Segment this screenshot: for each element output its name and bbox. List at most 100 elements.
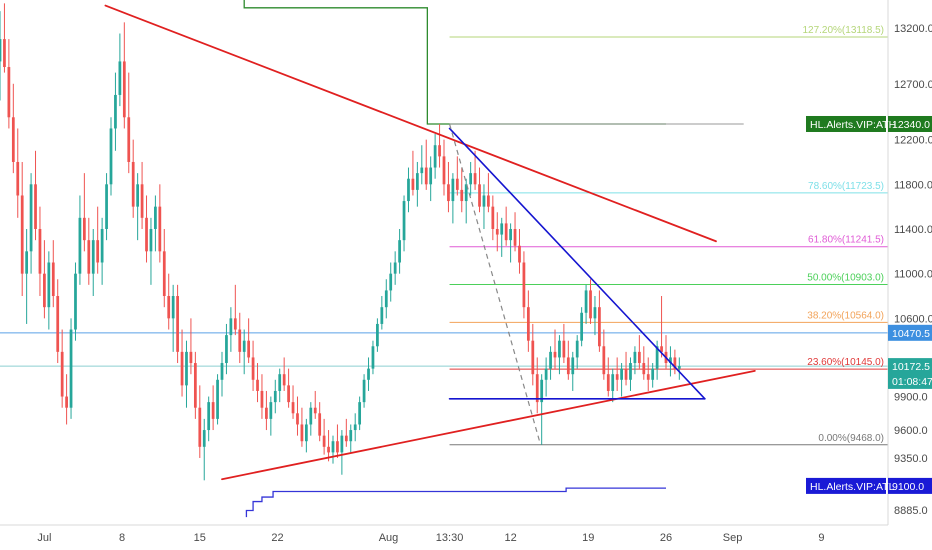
candle — [247, 318, 251, 364]
candle-body — [611, 374, 615, 391]
candle-body — [433, 145, 437, 168]
candle — [269, 396, 273, 436]
candle — [158, 184, 162, 263]
candle-body — [615, 374, 619, 380]
candle — [238, 312, 242, 364]
candle-body — [189, 351, 193, 364]
price-tick-label: 10600.0 — [894, 313, 932, 325]
dashed-projection-line — [448, 123, 542, 445]
price-tick-label: 12200.0 — [894, 135, 932, 147]
price-tag-box — [888, 324, 932, 341]
price-tag-box — [888, 115, 932, 132]
time-tick-label: 15 — [194, 532, 206, 544]
candle-body — [273, 390, 277, 403]
candle-body — [398, 240, 401, 263]
candle-body — [349, 430, 353, 442]
candle — [100, 217, 104, 285]
candle — [455, 156, 459, 196]
candle — [114, 72, 117, 151]
candle-body — [3, 39, 6, 68]
candle-body — [407, 178, 410, 202]
candle — [282, 357, 286, 391]
price-tick-label: 9600.0 — [894, 425, 928, 437]
candle-body — [455, 178, 459, 190]
price-tag-label: HL.Alerts.VIP:ATL — [810, 481, 895, 493]
candle-body — [247, 340, 251, 358]
candle — [300, 407, 304, 447]
price-tag: 9100.0HL.Alerts.VIP:ATL — [806, 477, 932, 494]
candle-body — [91, 240, 95, 274]
candle — [154, 195, 157, 252]
candle — [460, 167, 464, 213]
candle — [637, 335, 641, 369]
candle — [433, 134, 437, 179]
candle-body — [451, 178, 455, 202]
candle-body — [495, 228, 499, 235]
candle-body — [202, 430, 206, 447]
candle-body — [198, 407, 202, 447]
candle-body — [438, 145, 441, 157]
candle — [109, 117, 113, 196]
candle-body — [11, 117, 15, 162]
candle-body — [105, 184, 108, 229]
candle-body — [29, 184, 33, 252]
candle-body — [34, 184, 37, 229]
candle — [677, 357, 681, 380]
candle — [0, 11, 2, 101]
candle — [278, 368, 282, 403]
candle — [251, 340, 255, 391]
candle-body — [167, 296, 171, 319]
candle — [162, 228, 166, 308]
candle — [34, 150, 37, 241]
candle-body — [251, 357, 255, 380]
candle-body — [207, 402, 211, 431]
candle — [336, 424, 339, 458]
candle-body — [282, 374, 286, 386]
price-tags: 12340.0HL.Alerts.VIP:ATH 10470.5 10172.5 01… — [806, 115, 932, 494]
candle-body — [598, 307, 601, 347]
candle — [296, 396, 299, 436]
candle — [349, 424, 353, 453]
candle-body — [544, 368, 548, 380]
candle-body — [136, 184, 140, 207]
candle — [367, 357, 370, 391]
candle — [96, 206, 100, 274]
candle — [438, 123, 441, 168]
candle-body — [478, 184, 481, 207]
price-axis[interactable]: 13200.0 12700.0 12200.0 11800.0 11400.0 11000… — [887, 0, 932, 550]
price-tick-label: 11000.0 — [894, 269, 932, 281]
price-tag-label-box — [806, 115, 886, 132]
candle-body — [322, 435, 326, 447]
candle-body — [633, 351, 637, 364]
candle-body — [291, 402, 295, 414]
price-tag: 01:08:47 — [888, 372, 932, 389]
candle-body — [575, 340, 579, 358]
candle-body — [242, 340, 246, 352]
candle — [291, 385, 295, 419]
candle — [167, 273, 171, 330]
price-tag-value: 01:08:47 — [892, 376, 932, 388]
candle — [420, 145, 424, 185]
price-tag-label-box — [806, 477, 886, 494]
candle-body — [469, 173, 473, 185]
candle — [327, 430, 330, 462]
candle — [127, 72, 131, 174]
candle-body — [344, 435, 348, 442]
candle — [549, 346, 552, 380]
candle — [353, 413, 357, 442]
time-axis[interactable]: Jul 8 15 22 Aug 13:30 12 19 26 Sep 9 — [0, 524, 932, 550]
candle — [442, 139, 446, 196]
candle — [260, 374, 264, 419]
price-tag: 10172.5 — [888, 358, 932, 375]
candle — [482, 184, 486, 229]
candle — [575, 335, 579, 369]
candle — [287, 368, 290, 408]
candle-body — [371, 346, 375, 369]
candle — [371, 340, 375, 375]
candle-body — [566, 357, 570, 375]
candle-body — [96, 240, 100, 263]
candle — [211, 385, 215, 431]
candle — [566, 340, 570, 380]
horizontal-price-lines — [0, 332, 888, 367]
